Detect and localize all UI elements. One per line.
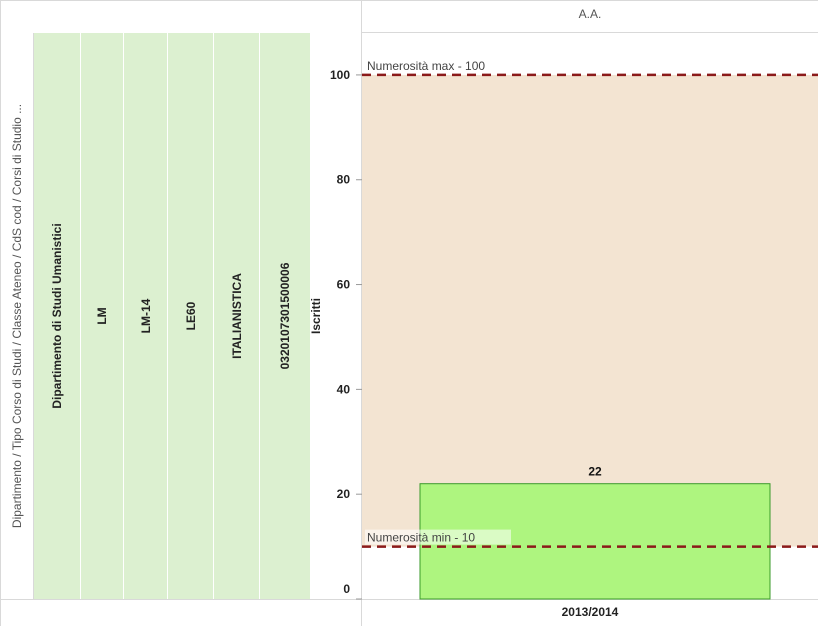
dimension-separator	[259, 33, 260, 599]
bottom-axis-divider	[0, 599, 818, 600]
reference-label-background	[365, 529, 511, 545]
reference-label-background	[365, 57, 511, 73]
reference-label-max: Numerosità max - 100	[367, 59, 485, 73]
y-tick-label: 40	[337, 382, 351, 396]
dimension-separator	[213, 33, 214, 599]
reference-label-min: Numerosità min - 10	[367, 531, 475, 545]
row-header-divider	[33, 33, 34, 599]
y-tick-label: 20	[337, 487, 351, 501]
reference-band	[362, 74, 818, 547]
y-tick-label: 60	[337, 278, 351, 292]
top-border	[0, 0, 818, 1]
y-tick-label: 100	[330, 68, 350, 82]
column-header: A.A.	[578, 7, 602, 21]
dimension-separator	[123, 33, 124, 599]
bar-value-label: 22	[588, 465, 602, 479]
y-tick-label: 80	[337, 173, 351, 187]
header-divider	[362, 32, 818, 33]
left-border	[0, 0, 1, 626]
pane-divider	[361, 0, 362, 626]
dimension-columns: Dipartimento di Studi Umanistici LM LM-1…	[34, 33, 310, 599]
dimension-separator	[167, 33, 168, 599]
x-category-label: 2013/2014	[561, 605, 619, 619]
y-tick-label: 0	[343, 582, 350, 596]
dimension-separator	[80, 33, 81, 599]
